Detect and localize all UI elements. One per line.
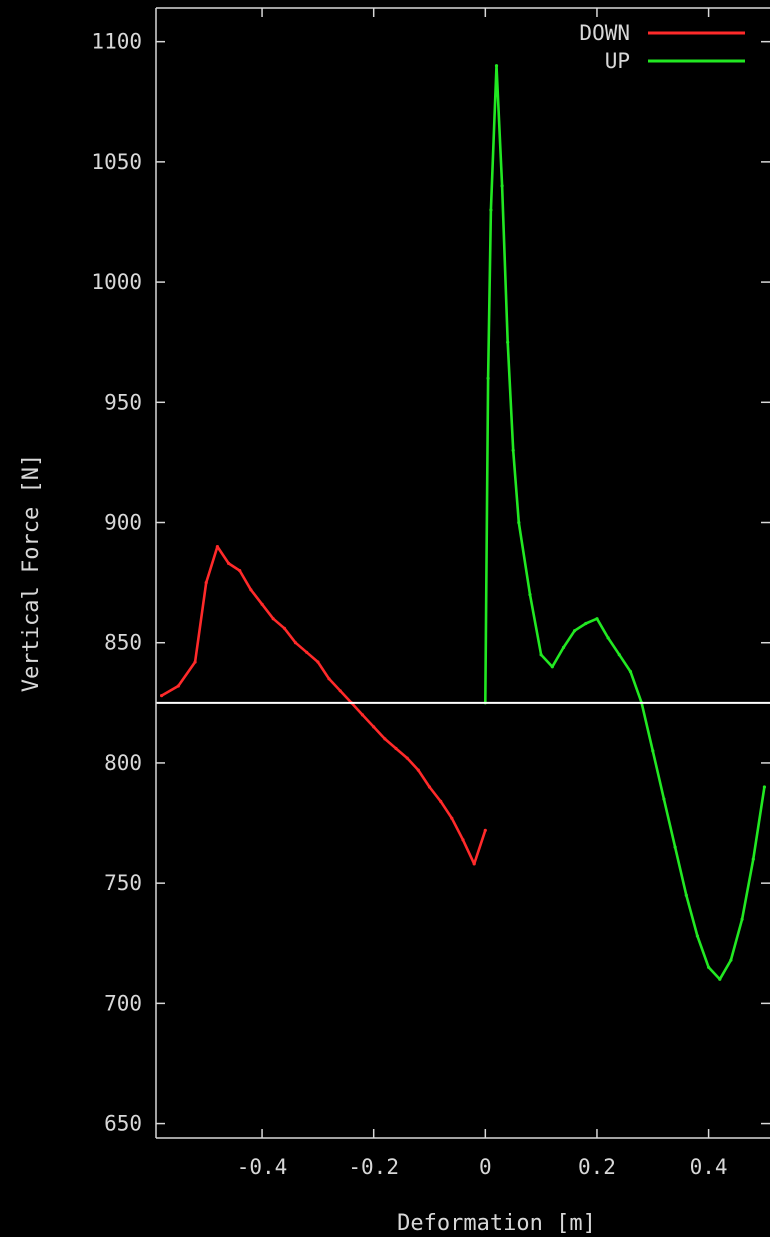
data-point-up	[718, 977, 722, 981]
data-point-down	[383, 737, 387, 741]
x-axis-label: Deformation [m]	[397, 1211, 596, 1236]
legend-label-up: UP	[605, 49, 630, 73]
series-group	[160, 64, 767, 981]
data-point-up	[707, 965, 711, 969]
data-point-up	[673, 845, 677, 849]
data-point-up	[517, 520, 521, 525]
legend-label-down: DOWN	[579, 21, 630, 45]
x-tick-label: 0.4	[690, 1155, 728, 1179]
data-point-up	[628, 670, 633, 674]
data-point-up	[506, 340, 510, 344]
data-point-up	[550, 665, 554, 669]
data-point-up	[511, 448, 515, 452]
series-line-up	[483, 64, 766, 981]
data-point-up	[617, 653, 621, 657]
data-point-up	[489, 208, 493, 212]
data-point-up	[486, 376, 490, 380]
y-tick-label: 850	[104, 631, 142, 655]
data-point-up	[584, 621, 588, 626]
data-point-down	[483, 828, 487, 832]
x-tick-label: -0.2	[348, 1155, 399, 1179]
y-tick-label: 1000	[91, 270, 142, 294]
y-tick-label: 700	[104, 991, 142, 1015]
data-point-up	[528, 593, 532, 597]
data-point-down	[238, 569, 242, 573]
y-axis-label: Vertical Force [N]	[19, 454, 44, 692]
data-point-down	[204, 581, 208, 585]
data-point-down	[176, 684, 180, 688]
data-point-up	[561, 645, 566, 650]
data-point-up	[500, 184, 504, 188]
data-point-down	[282, 626, 286, 630]
y-tick-label: 900	[104, 511, 142, 535]
data-point-down	[394, 746, 398, 751]
data-point-up	[740, 917, 744, 921]
y-tick-label: 950	[104, 390, 142, 414]
x-tick-label: -0.4	[237, 1155, 288, 1179]
data-point-down	[427, 785, 432, 789]
data-point-down	[372, 725, 376, 729]
data-point-up	[606, 636, 610, 640]
data-point-down	[193, 660, 197, 664]
data-point-down	[227, 561, 231, 566]
data-point-up	[573, 629, 577, 633]
x-tick-label: 0	[479, 1155, 492, 1179]
data-point-up	[684, 893, 688, 897]
data-point-down	[360, 713, 365, 717]
y-tick-label: 1050	[91, 150, 142, 174]
data-point-up	[751, 857, 755, 861]
data-point-up	[595, 617, 599, 621]
data-point-up	[651, 749, 655, 753]
data-point-down	[316, 660, 320, 664]
y-tick-label: 750	[104, 871, 142, 895]
data-point-down	[450, 816, 454, 820]
y-tick-label: 800	[104, 751, 142, 775]
data-point-down	[305, 650, 309, 654]
data-point-down	[260, 602, 264, 606]
data-point-up	[762, 785, 767, 789]
y-tick-label: 650	[104, 1112, 142, 1136]
data-point-down	[461, 838, 465, 842]
series-line-down	[160, 545, 487, 866]
data-point-up	[695, 934, 700, 938]
x-tick-label: 0.2	[578, 1155, 616, 1179]
data-point-down	[160, 694, 164, 698]
y-tick-label: 1100	[91, 30, 142, 54]
data-point-down	[215, 545, 219, 549]
data-point-up	[494, 64, 499, 68]
data-point-down	[293, 641, 298, 645]
data-point-down	[271, 617, 275, 621]
data-point-down	[472, 862, 476, 866]
data-point-down	[405, 756, 409, 760]
legend: DOWN UP	[545, 20, 745, 74]
data-point-up	[729, 958, 733, 962]
data-point-down	[416, 768, 420, 772]
data-point-down	[338, 689, 342, 693]
data-point-down	[439, 799, 443, 804]
data-point-down	[327, 677, 331, 681]
data-point-up	[662, 797, 666, 801]
data-point-down	[249, 588, 253, 592]
data-point-up	[539, 653, 543, 657]
